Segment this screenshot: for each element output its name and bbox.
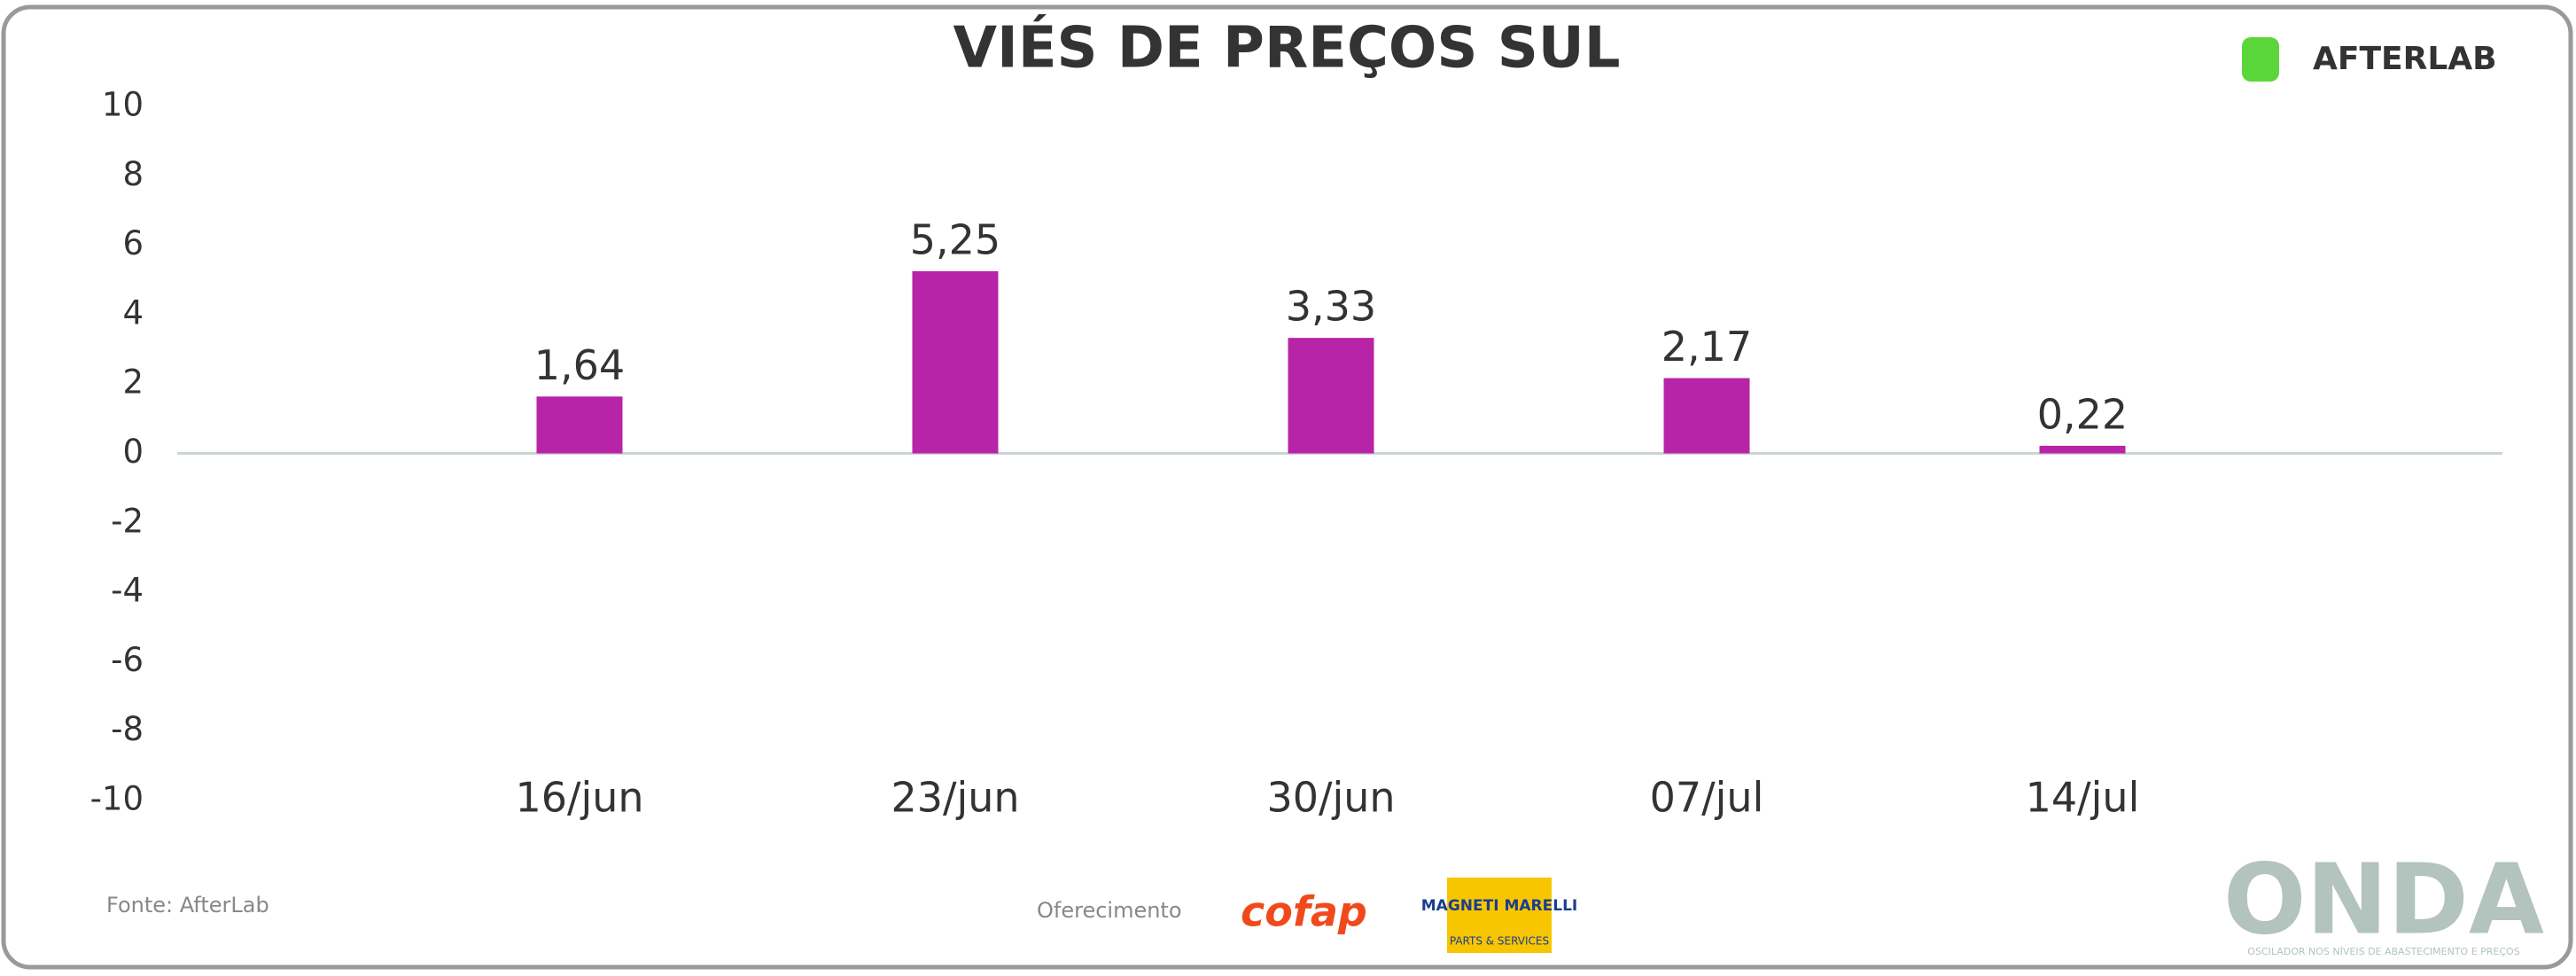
afterlab-logo: AFTERLAB [2242, 37, 2497, 82]
x-tick-label: 30/jun [1266, 774, 1395, 822]
chart-title: VIÉS DE PREÇOS SUL [953, 14, 1620, 82]
onda-sub: OSCILADOR NOS NÍVEIS DE ABASTECIMENTO E … [2247, 946, 2519, 957]
bar [536, 396, 623, 454]
x-tick-label: 14/jul [2026, 774, 2140, 822]
value-label: 0,22 [2037, 390, 2128, 438]
cofap-logo: cofap [1241, 888, 1367, 936]
value-label: 1,64 [534, 341, 625, 389]
y-tick-label: 8 [122, 155, 144, 193]
magneti-marelli-logo: MAGNETI MARELLI PARTS & SERVICES [1421, 878, 1577, 953]
bar [1663, 378, 1750, 454]
afterlab-text: AFTERLAB [2313, 41, 2497, 77]
value-label: 3,33 [1286, 283, 1376, 331]
x-tick-label: 23/jun [891, 774, 1019, 822]
y-tick-label: -4 [111, 572, 144, 610]
y-tick-label: 6 [122, 224, 144, 262]
afterlab-icon [2242, 37, 2279, 82]
x-tick-label: 16/jun [515, 774, 643, 822]
mm-box [1447, 878, 1552, 953]
y-tick-label: 10 [102, 86, 144, 124]
value-label: 2,17 [1662, 323, 1752, 371]
source: Fonte: AfterLab [106, 893, 269, 917]
onda-logo: ONDA [2223, 842, 2544, 956]
y-tick-label: -2 [111, 502, 144, 540]
y-tick-label: 4 [122, 293, 144, 332]
y-tick-label: 2 [122, 363, 144, 402]
y-tick-label: -8 [111, 710, 144, 748]
mm-sub: PARTS & SERVICES [1450, 935, 1549, 948]
mm-text: MAGNETI MARELLI [1421, 897, 1577, 915]
y-tick-label: -6 [111, 641, 144, 679]
bar [2039, 445, 2126, 454]
frame [1, 4, 2573, 970]
sponsor-label: Oferecimento [1037, 898, 1182, 923]
bar [1288, 338, 1374, 454]
y-tick-label: -10 [90, 780, 144, 818]
y-tick-label: 0 [122, 433, 144, 471]
value-label: 5,25 [910, 215, 1000, 263]
x-tick-label: 07/jul [1650, 774, 1764, 822]
bar [912, 270, 999, 454]
